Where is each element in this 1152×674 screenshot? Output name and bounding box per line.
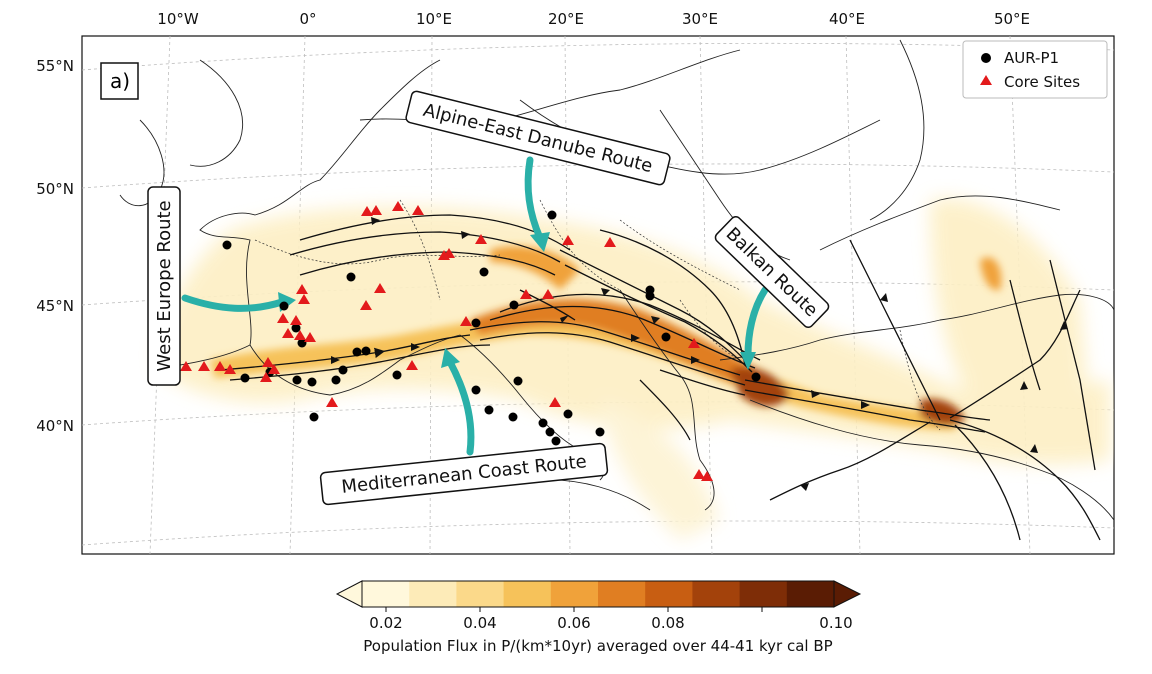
colorbar-cell: [550, 581, 599, 607]
panel-label-text: a): [110, 69, 130, 93]
lat-tick-labels: 55°N 50°N 45°N 40°N: [36, 57, 74, 435]
balkan-route-arrow: [744, 286, 769, 359]
colorbar-cell: [503, 581, 552, 607]
lon-tick: 10°W: [157, 10, 199, 28]
colorbar-tick-marks: [385, 607, 763, 612]
lon-tick: 0°: [299, 10, 316, 28]
streamline-arrows: [331, 217, 1068, 491]
aur-p1-sites: [222, 210, 761, 446]
panel-label: a): [100, 62, 139, 100]
lon-tick: 50°E: [994, 10, 1030, 28]
balkan-route-arrowhead: [740, 352, 756, 370]
mediterranean-route-arrowhead: [441, 348, 460, 368]
flux-streamlines: [219, 214, 1101, 541]
route-label-text: West Europe Route: [154, 200, 175, 371]
lat-tick: 50°N: [36, 180, 74, 198]
colorbar-cell: [645, 581, 693, 607]
colorbar-tick: 0.10: [819, 614, 852, 632]
legend-label-core-sites: Core Sites: [1004, 73, 1080, 91]
colorbar-cell: [739, 581, 788, 607]
colorbar-tick: 0.06: [557, 614, 590, 632]
colorbar-label: Population Flux in P/(km*10yr) averaged …: [363, 637, 832, 655]
colorbar-cell: [409, 581, 457, 607]
core-sites: [180, 201, 713, 481]
west-route-arrow: [181, 294, 286, 312]
colorbar-cell: [786, 581, 835, 607]
colorbar-tick: 0.04: [463, 614, 496, 632]
lon-tick: 30°E: [682, 10, 718, 28]
flux-field: [158, 198, 1111, 540]
route-arrows: [181, 156, 769, 456]
colorbar-tick: 0.08: [651, 614, 684, 632]
colorbar: 0.02 0.04 0.06 0.08 0.10 Population Flux…: [335, 580, 862, 655]
lon-tick: 40°E: [829, 10, 865, 28]
legend-label-aur-p1: AUR-P1: [1004, 49, 1059, 67]
alpine-route-arrowhead: [530, 232, 550, 252]
legend-marker-core-sites: [980, 75, 992, 85]
colorbar-cells: [362, 581, 835, 607]
lon-tick: 10°E: [416, 10, 452, 28]
lat-tick: 55°N: [36, 57, 74, 75]
colorbar-cell: [692, 581, 741, 607]
route-label-west-europe: West Europe Route: [147, 186, 181, 386]
legend-marker-aur-p1: [981, 53, 991, 63]
colorbar-tick: 0.02: [369, 614, 402, 632]
colorbar-extend-high: [833, 580, 862, 608]
mediterranean-route-arrow: [446, 358, 475, 456]
legend: AUR-P1 Core Sites: [962, 40, 1108, 99]
lat-tick: 45°N: [36, 297, 74, 315]
lat-tick: 40°N: [36, 417, 74, 435]
lon-tick-labels: 10°W 0° 10°E 20°E 30°E 40°E 50°E: [157, 10, 1030, 28]
colorbar-extend-low: [335, 580, 363, 608]
colorbar-cell: [456, 581, 505, 607]
alpine-route-arrow: [524, 156, 544, 242]
colorbar-cell: [362, 581, 410, 607]
colorbar-cell: [598, 581, 646, 607]
lon-tick: 20°E: [548, 10, 584, 28]
